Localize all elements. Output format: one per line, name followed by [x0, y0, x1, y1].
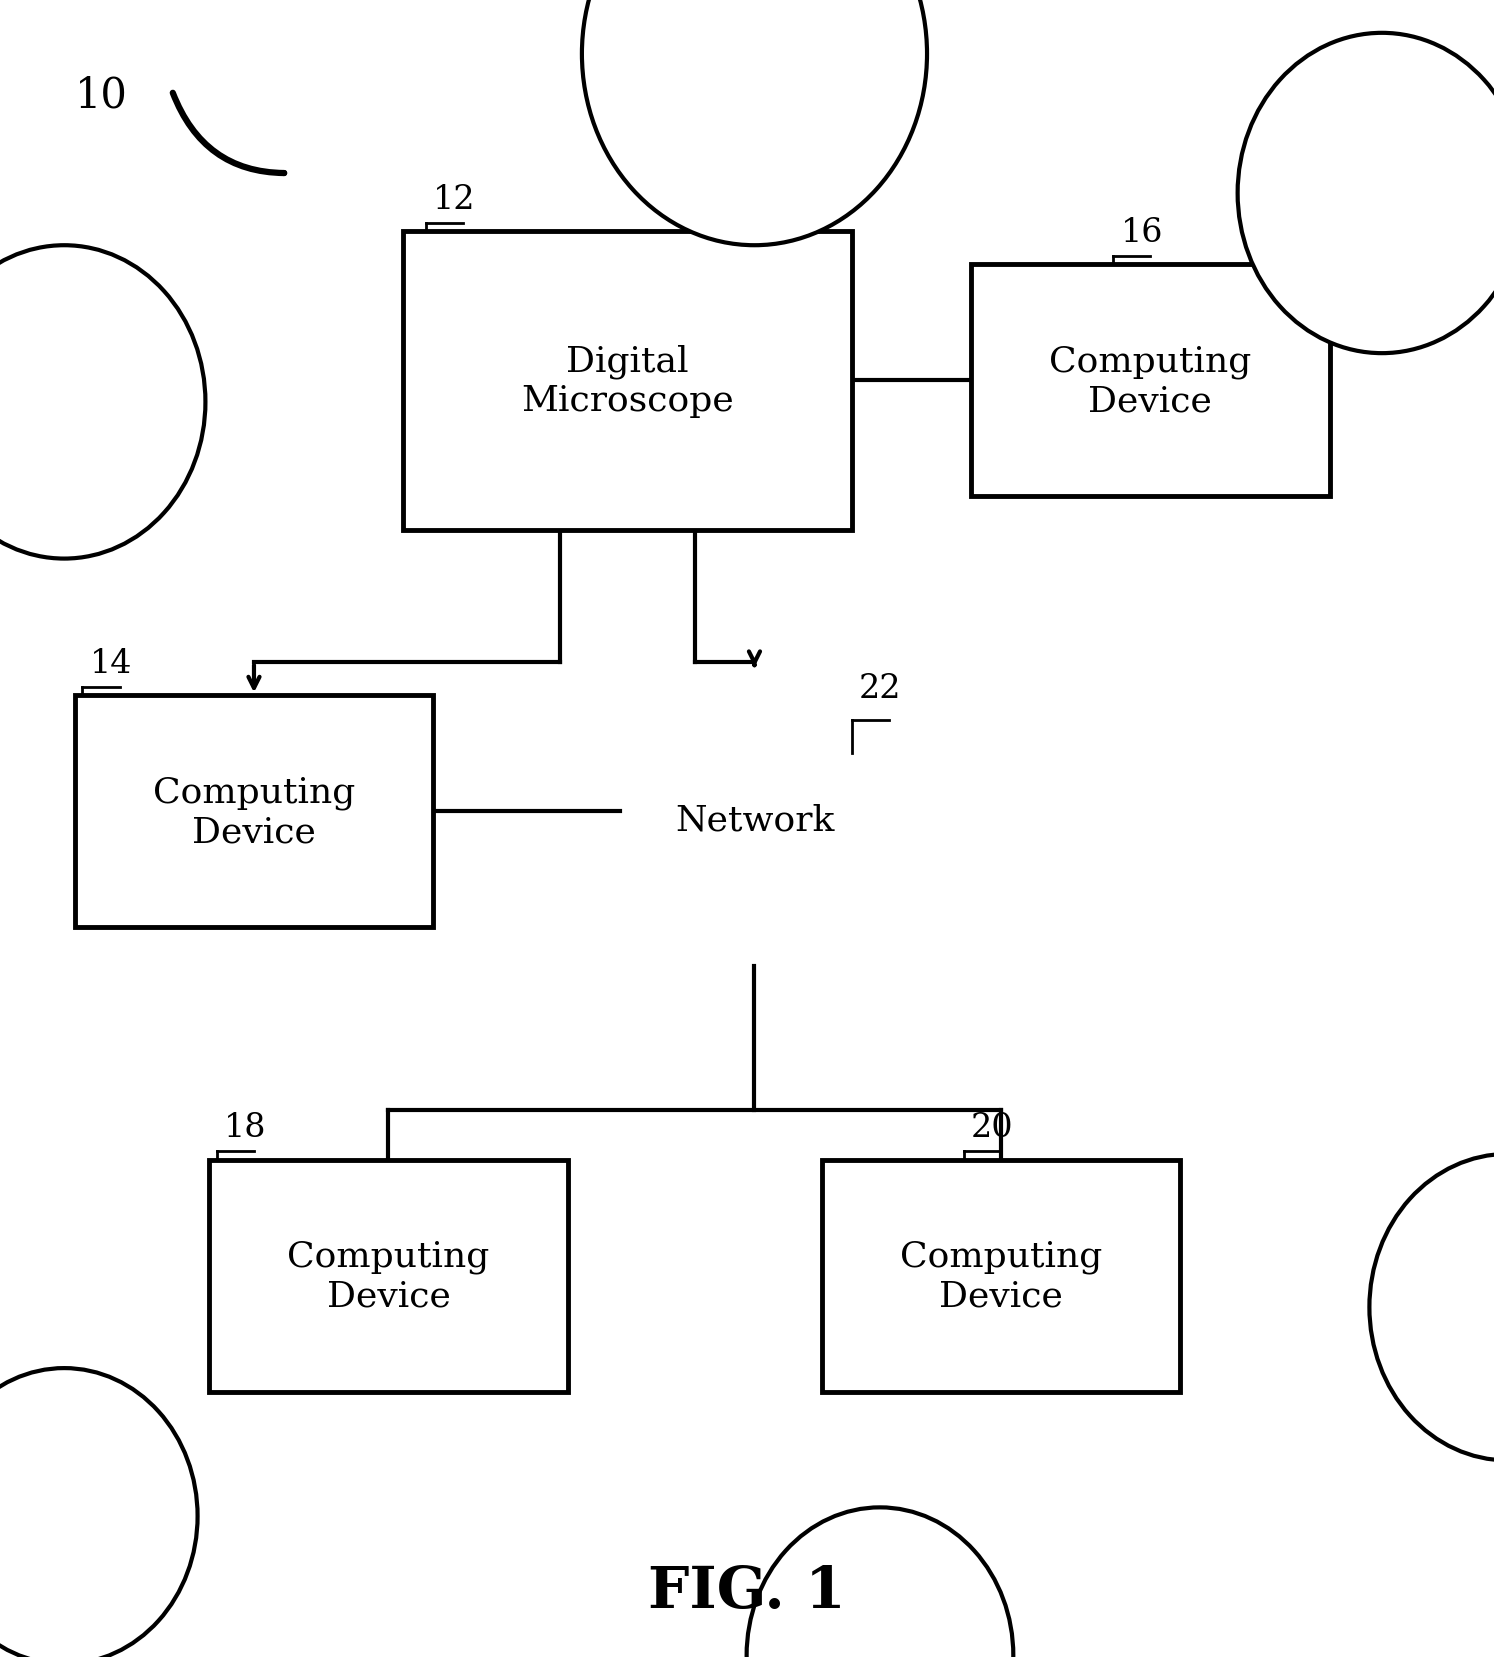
Bar	[75, 696, 433, 928]
Text: Network: Network	[675, 804, 834, 837]
Circle shape	[1237, 33, 1494, 355]
Circle shape	[1237, 33, 1494, 355]
Circle shape	[747, 1508, 1013, 1657]
Text: Digital
Microscope: Digital Microscope	[521, 345, 734, 418]
Text: Computing
Device: Computing Device	[287, 1239, 490, 1312]
Text: 16: 16	[1120, 217, 1162, 249]
Bar	[822, 1160, 1180, 1392]
Text: Computing
Device: Computing Device	[152, 775, 356, 848]
Bar	[403, 232, 852, 530]
Circle shape	[0, 245, 205, 560]
Circle shape	[583, 0, 926, 245]
Text: 12: 12	[433, 184, 475, 215]
Text: FIG. 1: FIG. 1	[648, 1563, 846, 1619]
FancyArrowPatch shape	[173, 94, 284, 174]
Text: Computing
Device: Computing Device	[1049, 345, 1252, 418]
Circle shape	[583, 0, 926, 245]
Circle shape	[1370, 1155, 1494, 1460]
Text: Computing
Device: Computing Device	[899, 1239, 1103, 1312]
Circle shape	[0, 1369, 197, 1657]
Bar	[971, 265, 1330, 497]
Circle shape	[1370, 1155, 1494, 1460]
Circle shape	[0, 1369, 197, 1657]
Text: 20: 20	[971, 1112, 1014, 1143]
Text: 10: 10	[75, 75, 127, 116]
Text: 22: 22	[859, 673, 901, 704]
Bar	[209, 1160, 568, 1392]
Text: 18: 18	[224, 1112, 266, 1143]
Circle shape	[0, 245, 205, 560]
Circle shape	[747, 1508, 1013, 1657]
Text: 14: 14	[90, 648, 131, 679]
